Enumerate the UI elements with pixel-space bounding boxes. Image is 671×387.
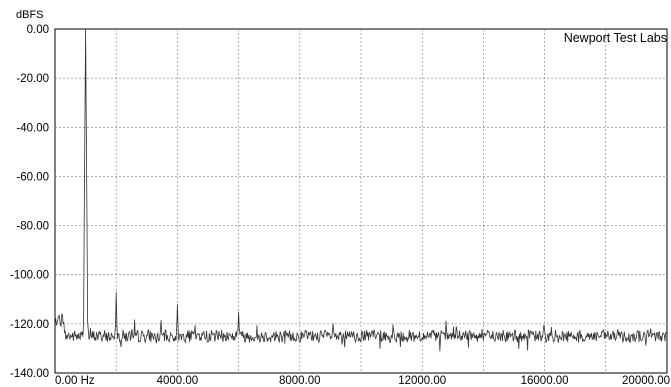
x-tick-label: 20000.00	[622, 375, 670, 387]
watermark-annotation: Newport Test Labs	[564, 31, 667, 45]
grid-lines	[55, 29, 667, 373]
y-tick-label: -100.00	[10, 270, 49, 282]
y-tick-label: -20.00	[16, 73, 49, 85]
y-tick-label: -40.00	[16, 122, 49, 134]
y-tick-label: -60.00	[16, 171, 49, 183]
x-tick-label: 4000.00	[157, 375, 199, 387]
y-axis-unit-label: dBFS	[16, 9, 44, 21]
x-tick-label: 0.00 Hz	[55, 375, 95, 387]
x-axis-tick-labels: 0.00 Hz 4000.00 8000.00 12000.00 16000.00 200…	[55, 375, 670, 387]
y-axis-tick-labels: 0.00 -20.00 -40.00 -60.00 -80.00 -100.00 -120.…	[10, 24, 49, 380]
y-tick-label: -140.00	[10, 368, 49, 380]
spectrum-line	[54, 28, 668, 352]
x-tick-label: 12000.00	[398, 375, 446, 387]
y-tick-label: -120.00	[10, 319, 49, 331]
x-tick-label: 16000.00	[521, 375, 569, 387]
y-tick-label: -80.00	[16, 221, 49, 233]
y-tick-label: 0.00	[27, 24, 49, 36]
x-tick-label: 8000.00	[279, 375, 321, 387]
